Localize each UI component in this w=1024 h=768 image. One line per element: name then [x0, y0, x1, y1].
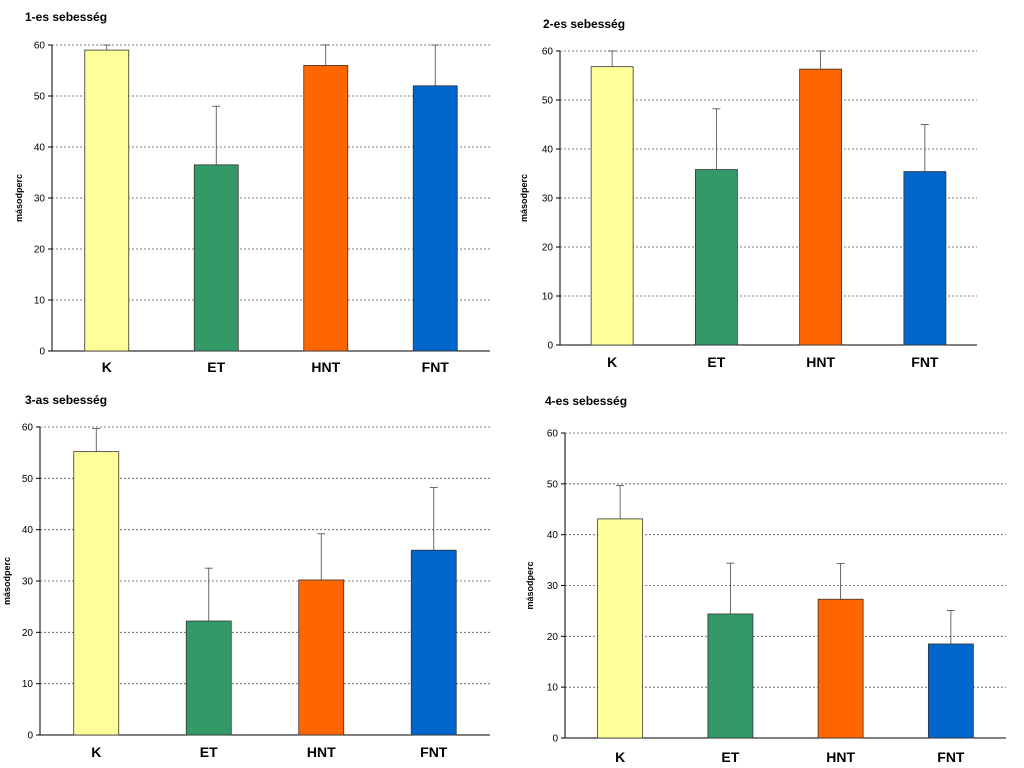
y-tick-label: 20 — [542, 243, 554, 254]
bar-fnt — [903, 171, 947, 346]
x-tick-label: FNT — [911, 354, 939, 370]
y-tick-label: 20 — [22, 628, 34, 639]
y-axis-label: másodperc — [519, 174, 529, 222]
x-tick-label: K — [91, 744, 101, 760]
y-tick-label: 10 — [22, 679, 34, 690]
y-tick-label: 10 — [34, 296, 46, 307]
bar-chart-4: 4-es sebesség 0 10 20 30 40 50 60 másodperc K ET HN… — [525, 394, 1006, 765]
chart-title: 4-es sebesség — [545, 394, 627, 408]
y-tick-label: 20 — [34, 245, 46, 256]
y-axis-label: másodperc — [2, 557, 12, 605]
y-tick-label: 40 — [547, 530, 559, 541]
bar-k — [597, 518, 644, 739]
x-tick-label: HNT — [826, 749, 855, 765]
chart-panel-3: 3-as sebesség 0 10 20 30 40 50 60 másodperc K ET HN… — [0, 384, 510, 768]
y-tick-label: 60 — [34, 41, 46, 52]
bar-hnt — [298, 579, 345, 736]
bar-et — [707, 613, 754, 739]
x-tick-label: HNT — [806, 354, 835, 370]
bar-fnt — [927, 643, 974, 739]
y-tick-label: 60 — [22, 423, 34, 434]
x-tick-label: K — [615, 749, 625, 765]
y-tick-label: 40 — [542, 145, 554, 156]
y-tick-label: 30 — [542, 194, 554, 205]
y-tick-label: 50 — [22, 474, 34, 485]
y-tick-label: 10 — [542, 292, 554, 303]
chart-panel-4: 4-es sebesség 0 10 20 30 40 50 60 másodperc K ET HN… — [512, 384, 1024, 768]
y-tick-label: 0 — [547, 341, 553, 352]
chart-title: 1-es sebesség — [25, 10, 107, 24]
x-tick-label: FNT — [420, 744, 448, 760]
y-tick-label: 60 — [542, 47, 554, 58]
bar-chart-2: 2-es sebesség 0 10 20 30 40 50 60 másodperc K ET HN… — [519, 17, 977, 370]
x-tick-label: ET — [200, 744, 218, 760]
x-tick-label: K — [102, 359, 112, 375]
y-tick-label: 30 — [547, 581, 559, 592]
bar-et — [185, 620, 232, 736]
chart-panel-2: 2-es sebesség 0 10 20 30 40 50 60 másodperc K ET HN… — [512, 0, 1024, 384]
x-tick-label: ET — [721, 749, 739, 765]
x-tick-label: FNT — [937, 749, 965, 765]
x-tick-label: FNT — [422, 359, 450, 375]
bar-k — [84, 49, 130, 352]
x-tick-label: ET — [207, 359, 225, 375]
y-tick-label: 30 — [22, 577, 34, 588]
y-tick-label: 60 — [547, 429, 559, 440]
bar-hnt — [817, 598, 864, 739]
y-tick-label: 10 — [547, 683, 559, 694]
chart-title: 3-as sebesség — [25, 393, 107, 407]
y-tick-label: 0 — [39, 347, 45, 358]
bar-et — [694, 169, 738, 346]
chart-title: 2-es sebesség — [543, 17, 625, 31]
y-tick-label: 40 — [34, 143, 46, 154]
x-tick-label: HNT — [311, 359, 340, 375]
y-tick-label: 50 — [547, 479, 559, 490]
y-tick-label: 40 — [22, 525, 34, 536]
bar-et — [193, 164, 239, 352]
chart-panel-1: 1-es sebesség 0 10 20 30 40 50 60 másodperc K ET HN… — [0, 0, 510, 384]
bar-fnt — [410, 549, 457, 736]
bar-k — [73, 451, 120, 736]
y-tick-label: 0 — [552, 734, 558, 745]
y-tick-label: 0 — [27, 731, 33, 742]
bar-k — [590, 66, 634, 346]
y-tick-label: 50 — [542, 96, 554, 107]
bar-chart-1: 1-es sebesség 0 10 20 30 40 50 60 másodperc K ET HN… — [14, 10, 490, 375]
x-tick-label: HNT — [307, 744, 336, 760]
y-axis-label: másodperc — [14, 174, 24, 222]
bar-hnt — [799, 68, 843, 346]
y-tick-label: 20 — [547, 632, 559, 643]
bar-chart-3: 3-as sebesség 0 10 20 30 40 50 60 másodperc K ET HN… — [2, 393, 490, 760]
y-tick-label: 50 — [34, 92, 46, 103]
y-axis-label: másodperc — [525, 561, 535, 609]
y-tick-label: 30 — [34, 194, 46, 205]
bar-fnt — [412, 85, 458, 352]
x-tick-label: ET — [707, 354, 725, 370]
x-tick-label: K — [607, 354, 617, 370]
bar-hnt — [303, 65, 349, 352]
